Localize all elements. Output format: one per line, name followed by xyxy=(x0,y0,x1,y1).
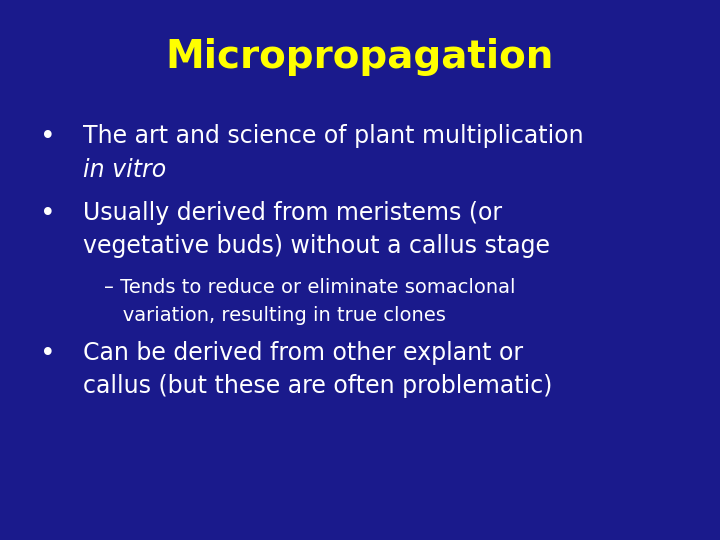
Text: The art and science of plant multiplication: The art and science of plant multiplicat… xyxy=(83,124,583,148)
Text: vegetative buds) without a callus stage: vegetative buds) without a callus stage xyxy=(83,234,550,258)
Text: in vitro: in vitro xyxy=(83,158,166,181)
Text: •: • xyxy=(40,124,55,150)
Text: Micropropagation: Micropropagation xyxy=(166,38,554,76)
Text: Usually derived from meristems (or: Usually derived from meristems (or xyxy=(83,201,502,225)
Text: – Tends to reduce or eliminate somaclonal: – Tends to reduce or eliminate somaclona… xyxy=(104,278,516,296)
Text: variation, resulting in true clones: variation, resulting in true clones xyxy=(104,306,446,325)
Text: callus (but these are often problematic): callus (but these are often problematic) xyxy=(83,374,552,399)
Text: •: • xyxy=(40,201,55,227)
Text: •: • xyxy=(40,341,55,367)
Text: Can be derived from other explant or: Can be derived from other explant or xyxy=(83,341,523,365)
